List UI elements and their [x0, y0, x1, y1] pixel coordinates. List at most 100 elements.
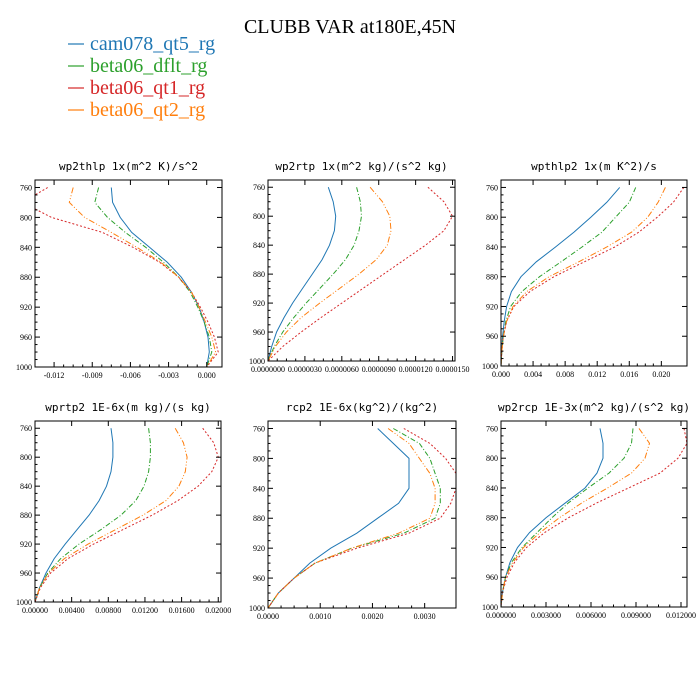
y-tick-label: 760: [253, 183, 265, 192]
x-tick-label: 0.000: [198, 371, 216, 380]
x-tick-label: 0.006000: [576, 611, 606, 620]
axes-frame: [267, 179, 456, 362]
x-tick-label: 0.012: [588, 370, 606, 379]
series-line-1: [501, 428, 634, 607]
y-tick-label: 1000: [16, 363, 32, 372]
y-tick-label: 880: [486, 514, 498, 523]
x-tick-label: 0.016: [620, 370, 638, 379]
y-tick-label: 920: [486, 543, 498, 552]
panel-title: wp2rtp 1x(m^2 kg)/(s^2 kg): [275, 160, 447, 173]
y-tick-label: 880: [253, 514, 265, 523]
y-tick-label: 880: [20, 511, 32, 520]
panel-5: wp2rcp 1E-3x(m^2 kg)/(s^2 kg) 760 800 840 88…: [482, 401, 696, 620]
y-tick-label: 760: [253, 424, 265, 433]
x-tick-label: 0.0010: [309, 612, 331, 621]
legend-label-1: beta06_dflt_rg: [90, 55, 207, 77]
x-tick-label: -0.009: [82, 371, 103, 380]
y-tick-label: 1000: [16, 598, 32, 607]
x-tick-label: 0.0000150: [436, 365, 470, 374]
y-tick-label: 960: [20, 333, 32, 342]
axes-frame: [500, 179, 688, 367]
x-tick-label: 0.004: [524, 370, 542, 379]
series-line-0: [268, 428, 410, 608]
panel-2: wpthlp2 1x(m K^2)/s 760 800 840 880 920 960 100…: [482, 160, 688, 379]
x-tick-label: 0.0000000: [251, 365, 285, 374]
x-tick-label: 0.012000: [666, 611, 696, 620]
y-tick-label: 800: [253, 212, 265, 221]
y-tick-label: 960: [253, 574, 265, 583]
panel-title: wp2rcp 1E-3x(m^2 kg)/(s^2 kg): [498, 401, 690, 414]
series-group: [268, 428, 456, 608]
y-tick-label: 760: [486, 183, 498, 192]
x-tick-label: 0.0000: [257, 612, 279, 621]
x-tick-label: -0.006: [120, 371, 141, 380]
y-tick-label: 840: [486, 243, 498, 252]
y-tick-label: 960: [20, 569, 32, 578]
y-tick-label: 800: [253, 454, 265, 463]
panel-title: wpthlp2 1x(m K^2)/s: [531, 160, 657, 173]
panel-1: wp2rtp 1x(m^2 kg)/(s^2 kg) 760 800 840 880 92…: [249, 160, 470, 374]
series-line-0: [501, 428, 604, 607]
x-tick-label: 0.01200: [132, 606, 158, 615]
y-tick-label: 960: [486, 573, 498, 582]
y-tick-label: 840: [20, 243, 32, 252]
panel-3: wprtp2 1E-6x(m kg)/(s kg) 760 800 840 880 920…: [16, 401, 231, 615]
y-tick-label: 760: [20, 424, 32, 433]
y-tick-label: 1000: [249, 357, 265, 366]
axes-frame: [267, 420, 457, 609]
y-tick-label: 960: [486, 332, 498, 341]
series-group: [35, 187, 219, 367]
axes-frame: [34, 420, 222, 603]
y-tick-label: 1000: [249, 604, 265, 613]
legend-label-3: beta06_qt2_rg: [90, 99, 205, 121]
x-tick-label: 0.00800: [95, 606, 121, 615]
y-tick-label: 920: [253, 299, 265, 308]
series-group: [35, 427, 219, 602]
x-tick-label: 0.003000: [531, 611, 561, 620]
y-tick-label: 800: [20, 453, 32, 462]
series-line-1: [94, 187, 213, 367]
y-tick-label: 800: [486, 454, 498, 463]
series-line-3: [501, 428, 651, 607]
y-tick-label: 920: [20, 303, 32, 312]
legend: cam078_qt5_rgbeta06_dflt_rgbeta06_qt1_rg…: [68, 33, 215, 121]
series-group: [501, 187, 685, 366]
x-tick-label: 0.00400: [59, 606, 85, 615]
series-line-0: [268, 187, 337, 361]
panel-0: wp2thlp 1x(m^2 K)/s^2 760 800 840 880 920 960 1…: [16, 160, 223, 380]
series-line-3: [68, 187, 217, 367]
y-tick-label: 840: [253, 241, 265, 250]
axes-frame: [34, 179, 223, 368]
x-tick-label: 0.000000: [486, 611, 516, 620]
x-tick-label: 0.01600: [169, 606, 195, 615]
y-tick-label: 880: [486, 273, 498, 282]
series-group: [501, 428, 687, 607]
x-tick-label: 0.009000: [621, 611, 651, 620]
panel-title: wprtp2 1E-6x(m kg)/(s kg): [45, 401, 211, 414]
series-line-1: [268, 187, 363, 361]
y-tick-label: 1000: [482, 362, 498, 371]
series-line-1: [501, 187, 637, 366]
series-line-2: [501, 428, 687, 607]
series-line-3: [268, 186, 392, 361]
series-line-0: [110, 187, 210, 367]
y-tick-label: 760: [486, 424, 498, 433]
legend-label-2: beta06_qt1_rg: [90, 77, 205, 99]
axes-frame: [500, 420, 688, 608]
y-tick-label: 920: [486, 302, 498, 311]
series-line-2: [501, 187, 685, 366]
x-tick-label: 0.0000120: [399, 365, 433, 374]
figure-title: CLUBB VAR at180E,45N: [244, 16, 456, 38]
legend-label-0: cam078_qt5_rg: [90, 33, 215, 55]
y-tick-label: 920: [20, 540, 32, 549]
y-tick-label: 840: [486, 484, 498, 493]
y-tick-label: 840: [20, 482, 32, 491]
y-tick-label: 840: [253, 484, 265, 493]
x-tick-label: 0.00000: [22, 606, 48, 615]
x-tick-label: 0.000: [492, 370, 510, 379]
x-tick-label: 0.0000030: [288, 365, 322, 374]
x-tick-label: 0.008: [556, 370, 574, 379]
panel-title: rcp2 1E-6x(kg^2)/(kg^2): [286, 401, 438, 414]
y-tick-label: 800: [20, 213, 32, 222]
y-tick-label: 1000: [482, 603, 498, 612]
